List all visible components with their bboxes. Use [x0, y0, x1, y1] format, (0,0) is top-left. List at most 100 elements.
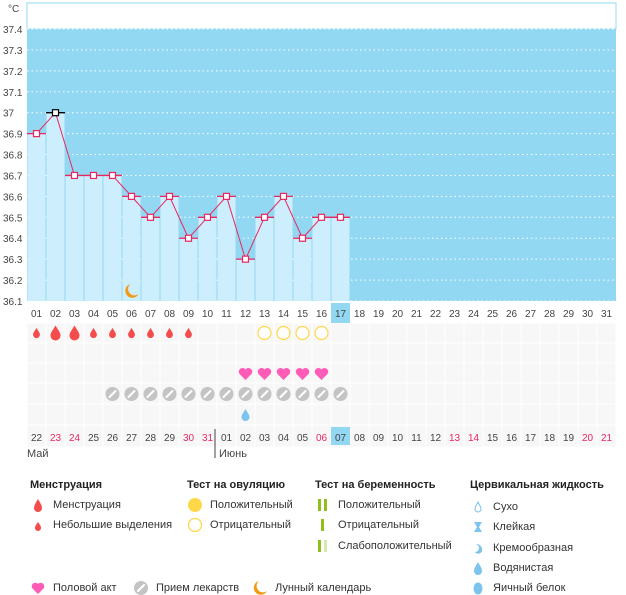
grid-cell	[597, 383, 616, 404]
grid-cell	[502, 383, 521, 404]
grid-cell	[236, 343, 255, 363]
y-tick-label: 37.2	[3, 67, 23, 78]
grid-cell	[236, 323, 255, 343]
calendar-date-label: 29	[164, 433, 176, 444]
cycle-day-label: 13	[259, 309, 271, 320]
cycle-day-label: 04	[88, 309, 100, 320]
calendar-date-label: 14	[468, 433, 480, 444]
grid-cell	[540, 404, 559, 425]
temperature-point	[165, 192, 174, 200]
grid-cell	[559, 323, 578, 343]
grid-cell	[559, 404, 578, 425]
grid-cell	[597, 404, 616, 425]
temperature-point	[298, 234, 307, 242]
grid-cell	[521, 404, 540, 425]
grid-cell	[559, 363, 578, 383]
legend-label: Отрицательный	[338, 519, 419, 531]
grid-cell	[179, 363, 198, 383]
ovulation-negative-icon	[295, 325, 310, 341]
cycle-day-label: 17	[335, 309, 347, 320]
grid-cell	[122, 363, 141, 383]
calendar-date-label: 13	[449, 433, 461, 444]
grid-cell	[559, 383, 578, 404]
y-tick-label: 37.4	[3, 25, 23, 36]
grid-cell	[578, 323, 597, 343]
heart-icon	[238, 368, 253, 380]
outline-drop-icon	[474, 500, 482, 513]
cycle-day-label: 20	[392, 309, 404, 320]
grid-cell	[46, 383, 65, 404]
cycle-day-label: 12	[240, 309, 252, 320]
filled-circle-icon	[188, 498, 202, 512]
grid-cell	[388, 404, 407, 425]
calendar-date-label: 23	[50, 433, 62, 444]
temperature-point	[279, 192, 288, 200]
grid-cell	[65, 343, 84, 363]
blood-drop-icon	[69, 325, 80, 341]
grid-cell	[464, 343, 483, 363]
grid-cell	[84, 404, 103, 425]
cycle-day-label: 22	[430, 309, 442, 320]
grid-cell	[502, 404, 521, 425]
calendar-date-label: 12	[430, 433, 442, 444]
grid-cell	[597, 425, 616, 447]
grid-cell	[426, 363, 445, 383]
grid-cell	[407, 343, 426, 363]
blood-drop-icon	[34, 499, 42, 512]
calendar-date-label: 15	[487, 433, 499, 444]
pill-icon	[134, 581, 148, 595]
grid-cell	[407, 363, 426, 383]
calendar-date-label: 11	[411, 433, 422, 444]
grid-cell	[141, 343, 160, 363]
grid-cell	[255, 343, 274, 363]
grid-cell	[578, 404, 597, 425]
grid-cell	[502, 363, 521, 383]
legend-label: Положительный	[210, 499, 293, 511]
cycle-day-label: 10	[202, 309, 214, 320]
grid-cell	[46, 404, 65, 425]
water-drop-icon	[474, 562, 482, 575]
temperature-point	[222, 192, 231, 200]
grid-cell	[483, 404, 502, 425]
y-tick-label: 36.2	[3, 276, 23, 287]
legend-label: Положительный	[338, 499, 421, 511]
cycle-day-label: 30	[582, 309, 594, 320]
legend-pregnancy-positive: Положительный	[315, 497, 421, 513]
grid-cell	[198, 323, 217, 343]
grid-cell	[84, 425, 103, 447]
grid-cell	[255, 404, 274, 425]
grid-cell	[103, 363, 122, 383]
grid-cell	[217, 425, 236, 447]
grid-cell	[350, 425, 369, 447]
grid-cell	[502, 343, 521, 363]
calendar-date-label: 21	[601, 433, 613, 444]
calendar-date-label: 24	[69, 433, 81, 444]
grid-cell	[502, 323, 521, 343]
cycle-day-label: 19	[373, 309, 385, 320]
temperature-point	[108, 171, 117, 180]
one-line-icon	[321, 519, 324, 531]
legend-label: Водянистая	[493, 562, 554, 574]
temperature-point	[51, 109, 60, 117]
grid-cell	[217, 363, 236, 383]
grid-cell	[293, 404, 312, 425]
y-tick-label: 36.5	[3, 213, 23, 224]
grid-cell	[521, 425, 540, 447]
legend-cervical-creamy: Кремообразная	[470, 540, 573, 556]
grid-cell	[217, 323, 236, 343]
legend-pregnancy-weak: Слабоположительный	[315, 538, 452, 554]
grid-cell	[521, 323, 540, 343]
legend-label: Лунный календарь	[275, 582, 372, 594]
grid-cell	[426, 323, 445, 343]
grid-cell	[540, 425, 559, 447]
cycle-day-label: 27	[525, 309, 537, 320]
ovulation-negative-icon	[314, 325, 329, 341]
grid-cell	[198, 425, 217, 447]
pill-stripe	[127, 390, 136, 398]
grid-cell	[293, 425, 312, 447]
grid-cell	[293, 343, 312, 363]
y-tick-label: 36.4	[3, 234, 23, 245]
grid-cell	[369, 323, 388, 343]
temperature-bar	[160, 196, 179, 301]
